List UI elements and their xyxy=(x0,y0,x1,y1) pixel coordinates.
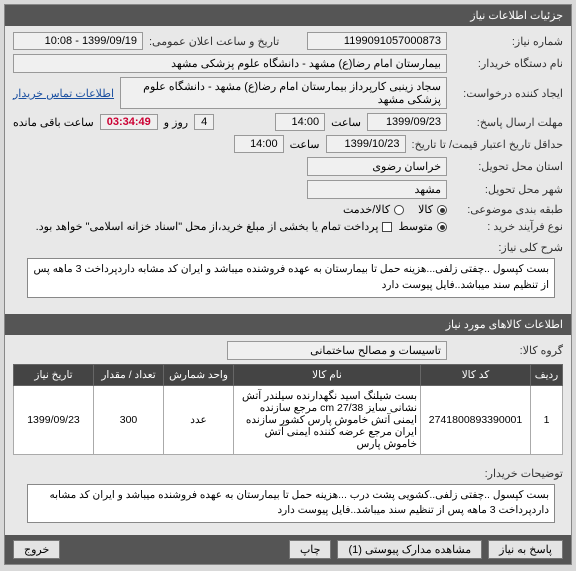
classify-service[interactable]: کالا/خدمت xyxy=(343,203,404,216)
row-process: نوع فرآیند خرید : متوسط پرداخت تمام یا ب… xyxy=(13,220,563,233)
announce-value: 1399/09/19 - 10:08 xyxy=(13,32,143,50)
row-province: استان محل تحویل: خراسان رضوی xyxy=(13,157,563,176)
form-area: شماره نیاز: 1199091057000873 تاریخ و ساع… xyxy=(5,26,571,310)
cell-date: 1399/09/23 xyxy=(14,385,94,454)
process-group: متوسط xyxy=(398,220,447,233)
creator-value: سجاد زینبی کارپرداز بیمارستان امام رضا(ع… xyxy=(120,77,447,109)
table-row[interactable]: 1 2741800893390001 بست شیلنگ اسید نگهدار… xyxy=(14,385,563,454)
treasury-checkbox[interactable] xyxy=(382,222,392,232)
classify-service-label: کالا/خدمت xyxy=(343,203,390,216)
th-code: کد کالا xyxy=(421,364,531,385)
cell-row: 1 xyxy=(531,385,563,454)
deadline-time-label: ساعت xyxy=(331,116,361,129)
deadline-date: 1399/09/23 xyxy=(367,113,447,131)
org-value: بیمارستان امام رضا(ع) مشهد - دانشگاه علو… xyxy=(13,54,447,73)
row-city: شهر محل تحویل: مشهد xyxy=(13,180,563,199)
th-row: ردیف xyxy=(531,364,563,385)
row-classify: طبقه بندی موضوعی: کالا کالا/خدمت xyxy=(13,203,563,216)
validity-time-label: ساعت xyxy=(290,138,320,151)
city-label: شهر محل تحویل: xyxy=(453,183,563,196)
cell-code: 2741800893390001 xyxy=(421,385,531,454)
creator-label: ایجاد کننده درخواست: xyxy=(453,87,563,100)
remain-time: 03:34:49 xyxy=(100,114,158,130)
process-note: پرداخت تمام یا بخشی از مبلغ خرید،از محل … xyxy=(36,220,379,233)
process-medium-label: متوسط xyxy=(398,220,433,233)
radio-icon xyxy=(437,222,447,232)
items-area: گروه کالا: تاسیسات و مصالح ساختمانی ردیف… xyxy=(5,335,571,536)
general-desc-label: شرح کلی نیاز: xyxy=(453,237,563,254)
row-need-no: شماره نیاز: 1199091057000873 تاریخ و ساع… xyxy=(13,32,563,50)
items-section-title: اطلاعات کالاهای مورد نیاز xyxy=(5,314,571,335)
process-label: نوع فرآیند خرید : xyxy=(453,220,563,233)
row-org: نام دستگاه خریدار: بیمارستان امام رضا(ع)… xyxy=(13,54,563,73)
group-value: تاسیسات و مصالح ساختمانی xyxy=(227,341,447,360)
deadline-label: مهلت ارسال پاسخ: xyxy=(453,116,563,129)
th-qty: تعداد / مقدار xyxy=(94,364,164,385)
reply-button[interactable]: پاسخ به نیاز xyxy=(488,540,563,559)
remain-days-label: روز و xyxy=(164,116,188,129)
footer-bar: پاسخ به نیاز مشاهده مدارک پیوستی (1) چاپ… xyxy=(5,535,571,564)
classify-label: طبقه بندی موضوعی: xyxy=(453,203,563,216)
announce-label: تاریخ و ساعت اعلان عمومی: xyxy=(149,35,279,48)
radio-icon xyxy=(437,205,447,215)
main-panel: جزئیات اطلاعات نیاز شماره نیاز: 11990910… xyxy=(4,4,572,565)
buyer-note-label: توضیحات خریدار: xyxy=(453,463,563,480)
province-value: خراسان رضوی xyxy=(307,157,447,176)
process-medium[interactable]: متوسط xyxy=(398,220,447,233)
items-table: ردیف کد کالا نام کالا واحد شمارش تعداد /… xyxy=(13,364,563,455)
row-validity: حداقل تاریخ اعتبار قیمت/ تا تاریخ: 1399/… xyxy=(13,135,563,153)
contact-link[interactable]: اطلاعات تماس خریدار xyxy=(13,87,114,100)
validity-time: 14:00 xyxy=(234,135,284,153)
cell-name: بست شیلنگ اسید نگهدارنده سیلندر آتش نشان… xyxy=(234,385,421,454)
remain-days: 4 xyxy=(194,114,214,130)
th-date: تاریخ نیاز xyxy=(14,364,94,385)
attachments-button[interactable]: مشاهده مدارک پیوستی (1) xyxy=(337,540,482,559)
print-button[interactable]: چاپ xyxy=(289,540,332,559)
cell-qty: 300 xyxy=(94,385,164,454)
table-header-row: ردیف کد کالا نام کالا واحد شمارش تعداد /… xyxy=(14,364,563,385)
validity-date: 1399/10/23 xyxy=(326,135,406,153)
row-general-desc: شرح کلی نیاز: xyxy=(13,237,563,254)
panel-title: جزئیات اطلاعات نیاز xyxy=(5,5,571,26)
need-no-label: شماره نیاز: xyxy=(453,35,563,48)
city-value: مشهد xyxy=(307,180,447,199)
cell-unit: عدد xyxy=(164,385,234,454)
remain-suffix: ساعت باقی مانده xyxy=(13,116,94,129)
deadline-time: 14:00 xyxy=(275,113,325,131)
need-no-value: 1199091057000873 xyxy=(307,32,447,50)
row-creator: ایجاد کننده درخواست: سجاد زینبی کارپرداز… xyxy=(13,77,563,109)
th-unit: واحد شمارش xyxy=(164,364,234,385)
row-group: گروه کالا: تاسیسات و مصالح ساختمانی xyxy=(13,341,563,360)
classify-goods[interactable]: کالا xyxy=(418,203,447,216)
radio-icon xyxy=(394,205,404,215)
validity-label: حداقل تاریخ اعتبار قیمت/ تا تاریخ: xyxy=(412,138,563,151)
th-name: نام کالا xyxy=(234,364,421,385)
general-desc-text: بست کپسول ..چفتی زلفی...هزینه حمل تا بیم… xyxy=(27,258,555,298)
group-label: گروه کالا: xyxy=(453,344,563,357)
row-buyer-note: توضیحات خریدار: xyxy=(13,463,563,480)
row-deadline: مهلت ارسال پاسخ: 1399/09/23 ساعت 14:00 4… xyxy=(13,113,563,131)
classify-goods-label: کالا xyxy=(418,203,433,216)
buyer-note-text: بست کپسول ..چفتی زلفی..کشویی پشت درب ...… xyxy=(27,484,555,524)
classify-group: کالا کالا/خدمت xyxy=(343,203,447,216)
exit-button[interactable]: خروج xyxy=(13,540,60,559)
treasury-note-group: پرداخت تمام یا بخشی از مبلغ خرید،از محل … xyxy=(36,220,393,233)
org-label: نام دستگاه خریدار: xyxy=(453,57,563,70)
province-label: استان محل تحویل: xyxy=(453,160,563,173)
